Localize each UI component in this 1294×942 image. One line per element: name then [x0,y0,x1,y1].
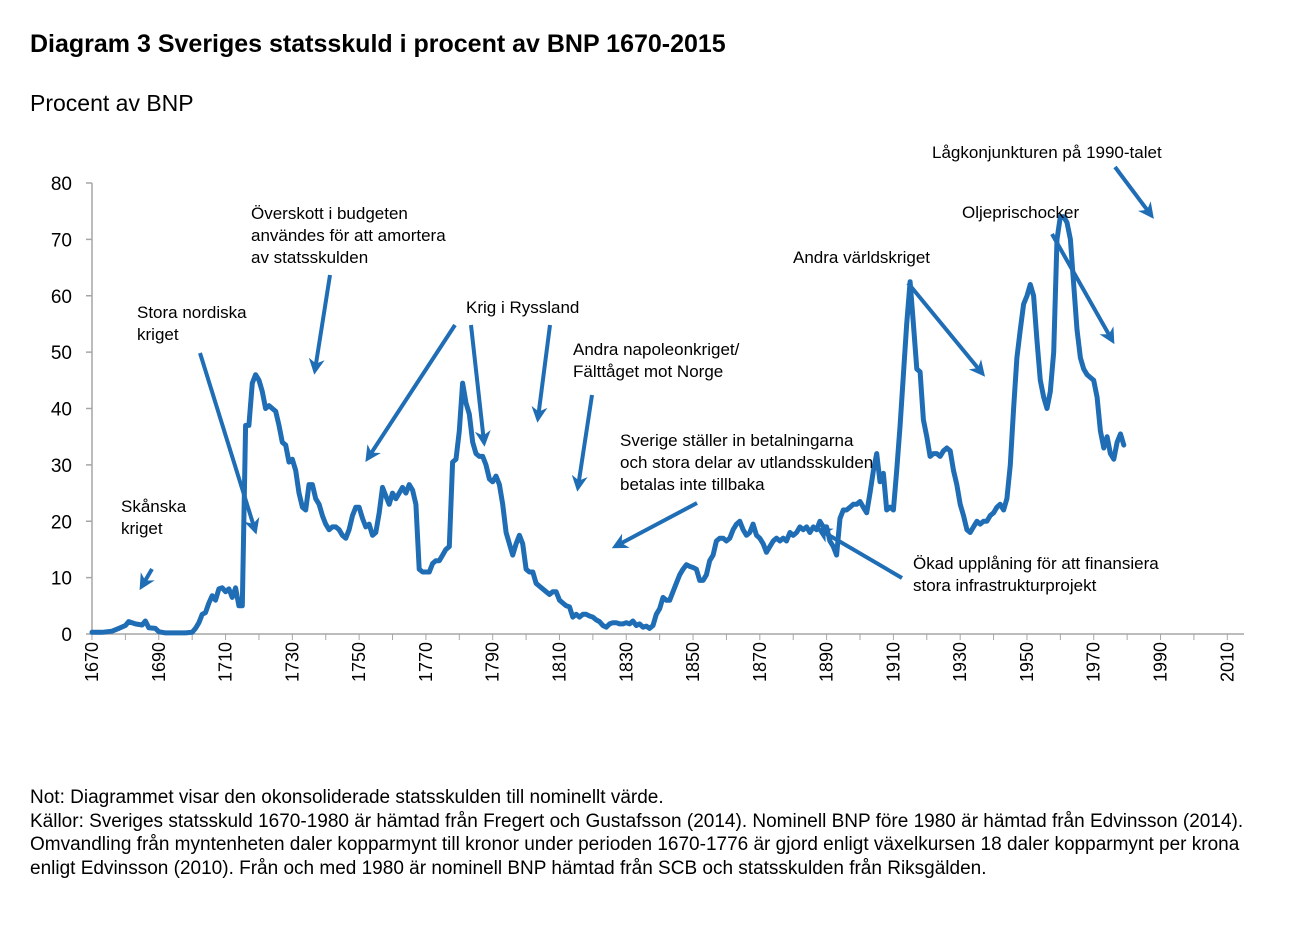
y-tick-label: 70 [51,230,72,251]
x-tick-label: 1670 [82,642,102,682]
annotation-arrow [1113,165,1154,219]
annotation-arrow [571,394,594,492]
y-tick-label: 10 [51,569,72,590]
x-tick-label: 1890 [817,642,837,682]
annotation-label: Oljeprischocker [962,203,1079,222]
annotation-label: Stora nordiska kriget [137,303,247,344]
x-tick-label: 1810 [549,642,569,682]
x-tick-label: 1970 [1084,642,1104,682]
x-tick-label: 1930 [950,642,970,682]
annotation-label: Skånska kriget [121,497,187,538]
annotation-arrow [469,324,491,447]
annotation-label: Krig i Ryssland [466,298,579,317]
annotation-label: Lågkonjunkturen på 1990-talet [932,143,1162,162]
y-axis-unit-label: Procent av BNP [30,90,194,116]
annotation-arrow [531,324,552,423]
debt-line-chart: 0 10 20 30 40 50 60 70 80 1670 1690 1710 1730 1750 177… [51,143,1244,682]
x-tick-label: 1910 [883,642,903,682]
annotation-arrow [139,567,155,591]
y-tick-label: 80 [51,174,72,195]
x-tick-label: 1710 [216,642,236,682]
annotation-label: Sverige ställer in betalningarna och stor… [620,431,873,494]
y-tick-label: 20 [51,512,72,533]
x-tick-label: 1990 [1151,642,1171,682]
x-tick-label: 1770 [416,642,436,682]
annotation-label: Andra napoleonkriget/Fälttåget mot Norge [573,340,740,381]
y-tick-label: 0 [61,625,72,646]
note-text: Not: Diagrammet visar den okonsoliderade… [30,787,664,808]
x-tick-label: 1730 [282,642,302,682]
chart-notes: Not: Diagrammet visar den okonsoliderade… [30,786,1280,880]
y-tick-label: 30 [51,456,72,477]
annotation-arrow [611,501,698,549]
annotation-arrow [198,352,260,535]
annotation-arrow [308,274,332,375]
x-tick-label: 1690 [149,642,169,682]
x-tick-label: 1790 [483,642,503,682]
x-tick-label: 1950 [1017,642,1037,682]
annotation-arrow [1050,233,1115,345]
x-tick-label: 1850 [683,642,703,682]
x-tick-label: 2010 [1217,642,1237,682]
chart-title: Diagram 3 Sveriges statsskuld i procent … [30,30,726,58]
debt-series-line [89,214,1127,636]
x-tick-label: 1870 [750,642,770,682]
y-tick-label: 40 [51,400,72,421]
x-tick-label: 1750 [349,642,369,682]
annotation-arrow [906,281,986,377]
annotation-label: Överskott i budgeten användes för att amo… [251,204,446,267]
y-tick-label: 60 [51,287,72,308]
sources-text: Källor: Sveriges statsskuld 1670-1980 är… [30,810,1244,879]
x-tick-label: 1830 [616,642,636,682]
annotation-arrow [365,323,457,463]
y-tick-label: 50 [51,343,72,364]
annotation-arrow [815,527,904,580]
annotation-label: Andra världskriget [793,248,930,267]
annotation-label: Ökad upplåning för att finansiera stora i… [913,554,1159,595]
